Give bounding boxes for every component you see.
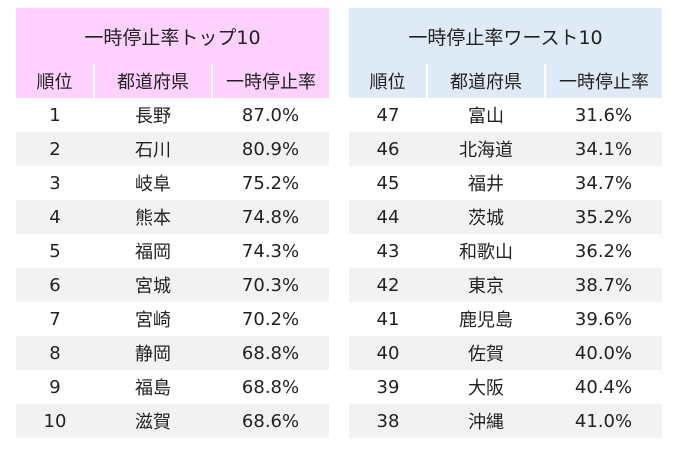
column-header-stop-rate: 一時停止率 [543, 64, 663, 98]
worst10-title: 一時停止率ワースト10 [349, 8, 663, 64]
table-row: 5 福岡 74.3% [16, 234, 329, 268]
rank-cell: 2 [16, 132, 94, 166]
stop-rate-cell: 70.2% [241, 308, 300, 330]
stop-rate-cell: 75.2% [241, 172, 300, 194]
prefecture-cell: 富山 [468, 106, 504, 127]
prefecture-cell: 沖縄 [427, 404, 545, 438]
prefecture-cell: 北海道 [427, 132, 545, 166]
stop-rate-cell: 34.7% [574, 172, 633, 194]
column-header-prefecture: 都道府県 [93, 64, 212, 98]
stop-rate-cell: 80.9% [212, 132, 330, 166]
table-row: 8 静岡 68.8% [16, 336, 330, 370]
rank-cell: 45 [376, 172, 400, 194]
column-header-rank: 順位 [349, 64, 427, 98]
worst10-title-row: 一時停止率ワースト10 [349, 8, 663, 64]
stop-rate-cell: 87.0% [241, 104, 300, 126]
stop-rate-cell: 35.2% [545, 200, 663, 234]
prefecture-cell: 福井 [468, 174, 504, 195]
stop-rate-cell: 68.8% [241, 376, 300, 398]
rank-cell: 3 [49, 172, 61, 194]
prefecture-cell: 石川 [94, 132, 212, 166]
worst10-header-row: 順位 都道府県 一時停止率 [349, 64, 663, 98]
table-row: 42 東京 38.7% [349, 268, 663, 302]
rank-cell: 43 [376, 240, 400, 262]
table-row: 40 佐賀 40.0% [349, 336, 663, 370]
rank-cell: 8 [16, 336, 94, 370]
rank-cell: 40 [349, 336, 427, 370]
stop-rate-cell: 41.0% [545, 404, 663, 438]
table-row: 6 宮城 70.3% [16, 268, 330, 302]
prefecture-cell: 福岡 [135, 242, 171, 263]
prefecture-cell: 宮城 [94, 268, 212, 302]
stop-rate-cell: 68.6% [212, 404, 330, 438]
table-row: 43 和歌山 36.2% [349, 234, 662, 268]
table-row: 38 沖縄 41.0% [349, 404, 663, 438]
table-row: 9 福島 68.8% [16, 370, 329, 404]
rank-cell: 9 [49, 376, 61, 398]
column-header-rank: 順位 [16, 64, 94, 98]
rank-cell: 7 [49, 308, 61, 330]
table-row: 45 福井 34.7% [349, 166, 662, 200]
stop-rate-cell: 40.4% [574, 376, 633, 398]
table-row: 2 石川 80.9% [16, 132, 330, 166]
prefecture-cell: 熊本 [94, 200, 212, 234]
table-row: 4 熊本 74.8% [16, 200, 330, 234]
rank-cell: 38 [349, 404, 427, 438]
top10-table: 一時停止率トップ10 順位 都道府県 一時停止率 1 長野 87.0% 2 石川 80.9… [16, 8, 330, 438]
prefecture-cell: 宮崎 [135, 310, 171, 331]
stop-rate-cell: 40.0% [545, 336, 663, 370]
rank-cell: 47 [376, 104, 400, 126]
top10-title: 一時停止率トップ10 [16, 8, 330, 64]
prefecture-cell: 福島 [135, 378, 171, 399]
column-header-prefecture: 都道府県 [426, 64, 545, 98]
table-row: 41 鹿児島 39.6% [349, 302, 662, 336]
prefecture-cell: 長野 [135, 106, 171, 127]
stop-rate-cell: 38.7% [545, 268, 663, 302]
rank-cell: 4 [16, 200, 94, 234]
rank-cell: 10 [16, 404, 94, 438]
table-row: 39 大阪 40.4% [349, 370, 662, 404]
rank-cell: 39 [376, 376, 400, 398]
top10-header-row: 順位 都道府県 一時停止率 [16, 64, 330, 98]
prefecture-cell: 和歌山 [459, 242, 513, 263]
rank-cell: 6 [16, 268, 94, 302]
top10-title-row: 一時停止率トップ10 [16, 8, 330, 64]
table-row: 10 滋賀 68.6% [16, 404, 330, 438]
stop-rate-cell: 74.3% [241, 240, 300, 262]
worst10-table: 一時停止率ワースト10 順位 都道府県 一時停止率 47 富山 31.6% 46 北海道… [349, 8, 663, 438]
prefecture-cell: 佐賀 [427, 336, 545, 370]
column-header-stop-rate: 一時停止率 [210, 64, 330, 98]
prefecture-cell: 大阪 [468, 378, 504, 399]
prefecture-cell: 静岡 [94, 336, 212, 370]
prefecture-cell: 鹿児島 [459, 310, 513, 331]
stop-rate-cell: 74.8% [212, 200, 330, 234]
table-row: 3 岐阜 75.2% [16, 166, 329, 200]
stop-rate-cell: 70.3% [212, 268, 330, 302]
table-row: 46 北海道 34.1% [349, 132, 663, 166]
rank-cell: 1 [49, 104, 61, 126]
stop-rate-cell: 31.6% [574, 104, 633, 126]
stop-rate-cell: 68.8% [212, 336, 330, 370]
rank-cell: 41 [376, 308, 400, 330]
rank-cell: 46 [349, 132, 427, 166]
stop-rate-cell: 39.6% [574, 308, 633, 330]
prefecture-cell: 茨城 [427, 200, 545, 234]
rank-cell: 5 [49, 240, 61, 262]
table-row: 1 長野 87.0% [16, 98, 329, 132]
prefecture-cell: 東京 [427, 268, 545, 302]
table-row: 47 富山 31.6% [349, 98, 662, 132]
prefecture-cell: 滋賀 [94, 404, 212, 438]
rank-cell: 42 [349, 268, 427, 302]
stop-rate-cell: 36.2% [574, 240, 633, 262]
table-row: 7 宮崎 70.2% [16, 302, 329, 336]
table-row: 44 茨城 35.2% [349, 200, 663, 234]
stop-rate-cell: 34.1% [545, 132, 663, 166]
rank-cell: 44 [349, 200, 427, 234]
prefecture-cell: 岐阜 [135, 174, 171, 195]
